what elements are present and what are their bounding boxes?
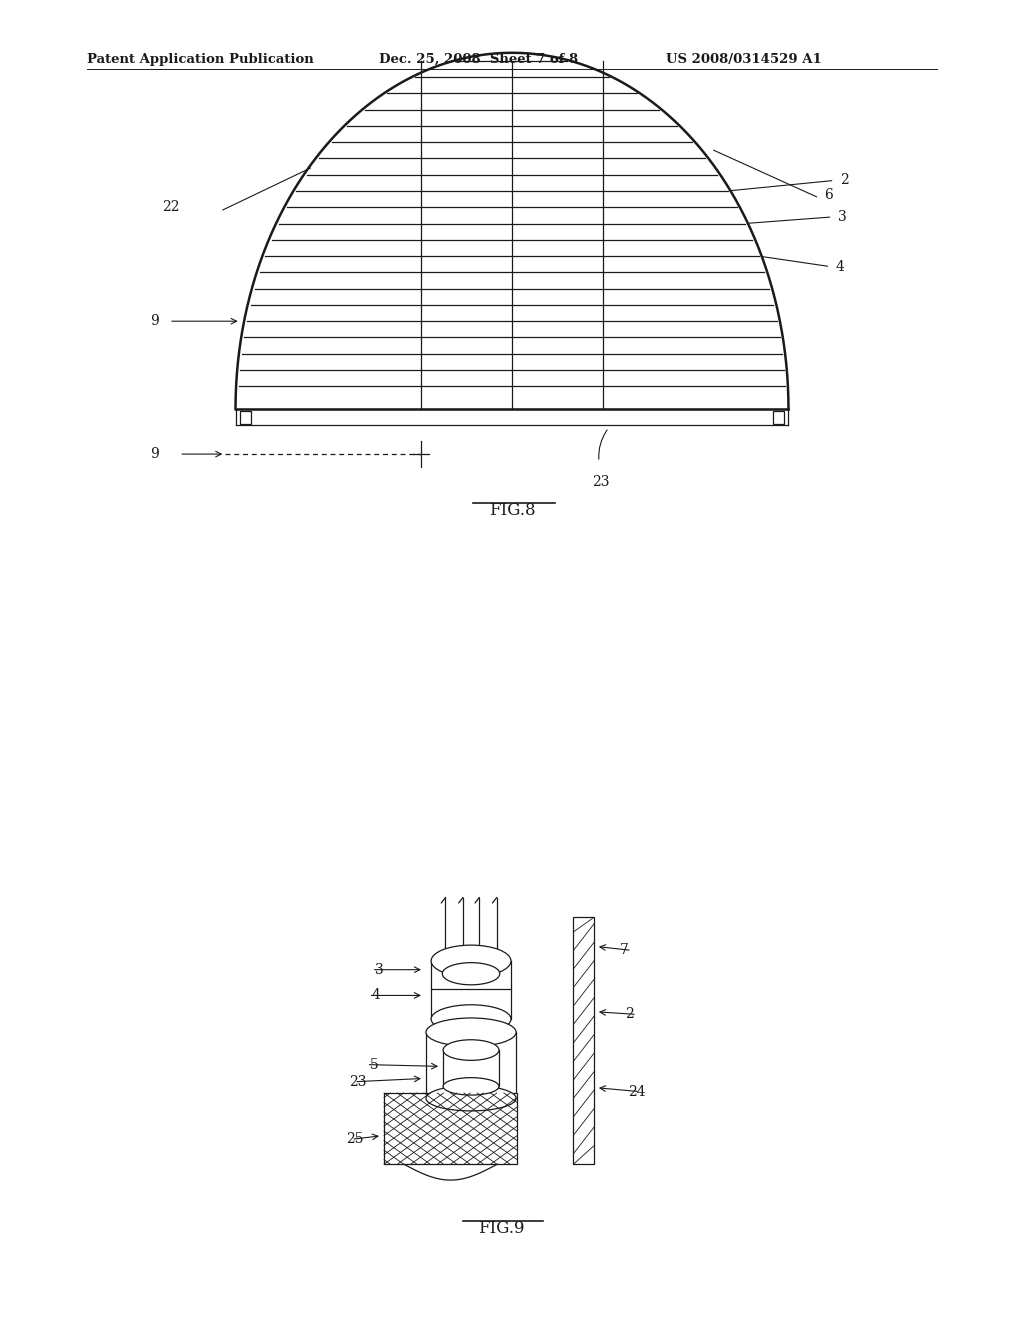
Text: 3: 3 xyxy=(375,962,384,977)
Text: 9: 9 xyxy=(150,314,159,329)
Text: 7: 7 xyxy=(620,944,629,957)
Bar xyxy=(773,411,784,424)
Text: 4: 4 xyxy=(836,260,845,273)
Text: 24: 24 xyxy=(628,1085,645,1098)
Ellipse shape xyxy=(443,1040,499,1060)
Text: 9: 9 xyxy=(150,447,159,461)
Text: 4: 4 xyxy=(372,989,381,1002)
Text: Dec. 25, 2008  Sheet 7 of 8: Dec. 25, 2008 Sheet 7 of 8 xyxy=(379,53,578,66)
Bar xyxy=(384,1093,517,1164)
Bar xyxy=(573,917,594,1164)
Text: Patent Application Publication: Patent Application Publication xyxy=(87,53,313,66)
Ellipse shape xyxy=(431,945,511,977)
Text: 23: 23 xyxy=(349,1074,367,1089)
Bar xyxy=(240,411,251,424)
Text: 23: 23 xyxy=(592,475,610,490)
Ellipse shape xyxy=(426,1018,516,1047)
Ellipse shape xyxy=(443,1077,499,1096)
Ellipse shape xyxy=(442,962,500,985)
Ellipse shape xyxy=(426,1085,516,1111)
Text: 3: 3 xyxy=(838,210,847,224)
Text: 25: 25 xyxy=(346,1133,364,1146)
Text: 22: 22 xyxy=(162,201,179,214)
Text: FIG.8: FIG.8 xyxy=(488,502,536,519)
Text: 2: 2 xyxy=(840,173,849,187)
Text: US 2008/0314529 A1: US 2008/0314529 A1 xyxy=(666,53,821,66)
Ellipse shape xyxy=(431,1005,511,1034)
Text: 5: 5 xyxy=(370,1057,379,1072)
Text: 2: 2 xyxy=(625,1007,634,1022)
Bar xyxy=(384,1093,517,1164)
Text: 6: 6 xyxy=(824,189,834,202)
Text: FIG.9: FIG.9 xyxy=(478,1220,525,1237)
